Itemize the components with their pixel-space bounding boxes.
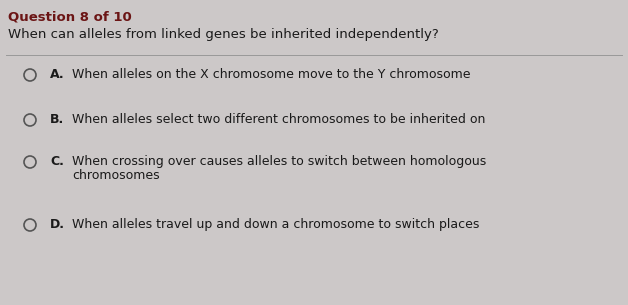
Text: When crossing over causes alleles to switch between homologous: When crossing over causes alleles to swi… xyxy=(72,155,486,168)
Text: When alleles select two different chromosomes to be inherited on: When alleles select two different chromo… xyxy=(72,113,485,126)
Text: A.: A. xyxy=(50,68,65,81)
Text: When alleles travel up and down a chromosome to switch places: When alleles travel up and down a chromo… xyxy=(72,218,479,231)
Text: B.: B. xyxy=(50,113,64,126)
Text: C.: C. xyxy=(50,155,64,168)
Text: Question 8 of 10: Question 8 of 10 xyxy=(8,10,132,23)
Text: chromosomes: chromosomes xyxy=(72,169,160,182)
Text: When alleles on the X chromosome move to the Y chromosome: When alleles on the X chromosome move to… xyxy=(72,68,470,81)
Text: When can alleles from linked genes be inherited independently?: When can alleles from linked genes be in… xyxy=(8,28,439,41)
Text: D.: D. xyxy=(50,218,65,231)
